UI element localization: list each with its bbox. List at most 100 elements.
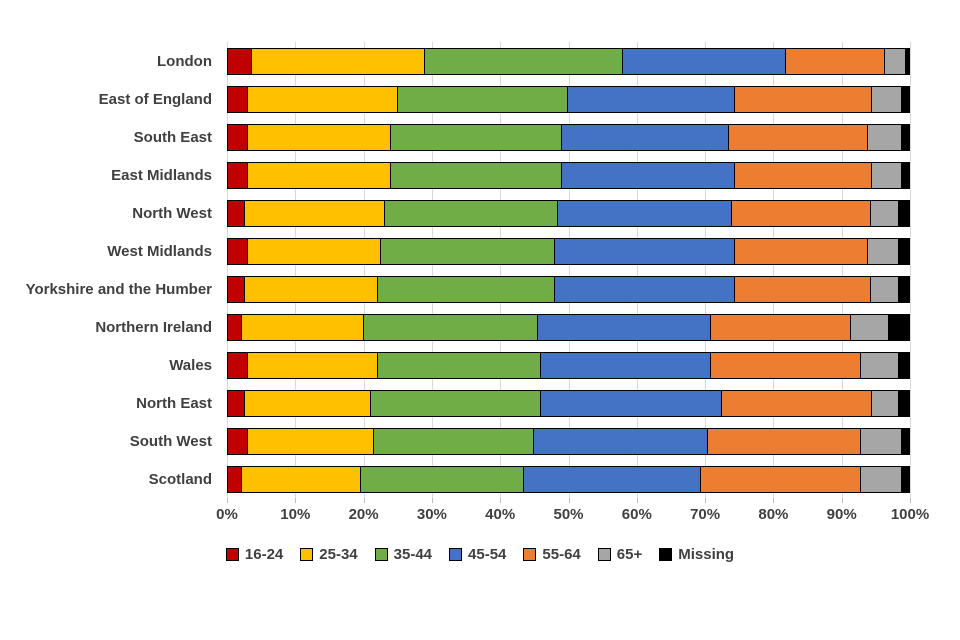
- category-label: North East: [136, 394, 212, 412]
- bar-segment-16-24: [228, 352, 249, 378]
- axis-tick: [841, 498, 843, 503]
- bar-segment-45-54: [554, 276, 736, 302]
- bar-segment-45-54: [554, 238, 736, 264]
- category-label: East of England: [98, 90, 212, 108]
- bar-row-north-west: [227, 199, 910, 227]
- bar-segment-missing: [898, 276, 909, 302]
- bar-segment-65-: [851, 314, 889, 340]
- bar-segment-65-: [861, 352, 899, 378]
- gridline: [705, 42, 707, 498]
- bar-segment-55-64: [711, 314, 852, 340]
- bar-segment-65-: [868, 238, 899, 264]
- bar-segment-25-34: [248, 86, 399, 112]
- bar-segment-35-44: [391, 162, 562, 188]
- bar-segment-35-44: [398, 86, 569, 112]
- legend-swatch-icon: [597, 548, 611, 561]
- legend-swatch-icon: [300, 548, 314, 561]
- bar-segment-16-24: [228, 124, 249, 150]
- bar-segment-25-34: [241, 466, 361, 492]
- bar-segment-missing: [902, 124, 909, 150]
- bar-segment-16-24: [228, 276, 246, 302]
- category-label: Scotland: [148, 470, 212, 488]
- bar-row-east-of-england: [227, 85, 910, 113]
- bar-row-north-east: [227, 389, 910, 417]
- bar-row-east-midlands: [227, 161, 910, 189]
- bar-segment-55-64: [786, 48, 886, 74]
- bar-segment-45-54: [561, 162, 736, 188]
- bar-segment-65-: [871, 86, 903, 112]
- category-label: Northern Ireland: [95, 318, 212, 336]
- x-axis-tick-label: 60%: [621, 506, 652, 523]
- bar-segment-25-34: [248, 238, 382, 264]
- legend-swatch-icon: [523, 548, 537, 561]
- bar-segment-16-24: [228, 428, 249, 454]
- bar-segment-missing: [888, 314, 909, 340]
- legend-item-45-54: 45-54: [449, 546, 506, 563]
- axis-tick: [431, 498, 433, 503]
- bar-segment-25-34: [251, 48, 426, 74]
- gridline: [363, 42, 365, 498]
- bar-row-northern-ireland: [227, 313, 910, 341]
- bar-row-london: [227, 47, 910, 75]
- category-label: West Midlands: [107, 242, 212, 260]
- bar-segment-45-54: [568, 86, 736, 112]
- bar-segment-65-: [861, 466, 903, 492]
- x-axis-tick-label: 70%: [690, 506, 721, 523]
- gridline: [636, 42, 638, 498]
- x-axis-tick-label: 30%: [416, 506, 447, 523]
- category-label: Wales: [169, 356, 212, 374]
- legend-item-25-34: 25-34: [300, 546, 358, 563]
- bar-segment-25-34: [245, 200, 385, 226]
- category-label: East Midlands: [111, 166, 212, 184]
- bar-segment-25-34: [248, 428, 375, 454]
- bar-segment-65-: [885, 48, 906, 74]
- bar-segment-missing: [898, 238, 909, 264]
- legend-label: 16-24: [244, 546, 284, 563]
- bar-segment-65-: [861, 428, 903, 454]
- bar-segment-25-34: [245, 390, 371, 416]
- bar-segment-45-54: [534, 428, 709, 454]
- bar-row-wales: [227, 351, 910, 379]
- bar-segment-35-44: [425, 48, 623, 74]
- gridline: [227, 42, 228, 498]
- axis-tick: [568, 498, 570, 503]
- bar-segment-16-24: [228, 162, 249, 188]
- gridline: [500, 42, 502, 498]
- bar-segment-missing: [898, 352, 909, 378]
- category-label: North West: [132, 204, 212, 222]
- bar-segment-55-64: [711, 352, 862, 378]
- legend-swatch-icon: [225, 548, 239, 561]
- bar-segment-16-24: [228, 200, 246, 226]
- bar-segment-16-24: [228, 314, 242, 340]
- legend-swatch-icon: [449, 548, 463, 561]
- bar-segment-45-54: [561, 124, 729, 150]
- bar-segment-65-: [871, 276, 899, 302]
- bar-row-west-midlands: [227, 237, 910, 265]
- legend-item-16-24: 16-24: [225, 546, 284, 563]
- bar-segment-35-44: [381, 238, 555, 264]
- bar-segment-25-34: [248, 352, 378, 378]
- bar-segment-missing: [902, 162, 909, 188]
- bar-segment-25-34: [245, 276, 378, 302]
- bar-segment-45-54: [537, 314, 712, 340]
- bar-segment-missing: [902, 428, 909, 454]
- gridline: [568, 42, 570, 498]
- bar-segment-55-64: [735, 276, 872, 302]
- gridline: [431, 42, 433, 498]
- bar-segment-16-24: [228, 466, 242, 492]
- x-axis-tick-label: 90%: [826, 506, 857, 523]
- bar-segment-25-34: [248, 162, 392, 188]
- gridline: [910, 42, 911, 498]
- bar-row-scotland: [227, 465, 910, 493]
- bar-segment-55-64: [708, 428, 862, 454]
- bar-segment-45-54: [541, 352, 712, 378]
- bar-segment-65-: [868, 124, 903, 150]
- bar-segment-35-44: [374, 428, 535, 454]
- legend-swatch-icon: [659, 548, 673, 561]
- x-axis-tick-label: 10%: [280, 506, 311, 523]
- bar-segment-35-44: [364, 314, 538, 340]
- category-label: South East: [133, 128, 212, 146]
- bar-segment-55-64: [728, 124, 869, 150]
- x-axis-tick-label: 100%: [890, 506, 930, 523]
- category-label: London: [157, 52, 212, 70]
